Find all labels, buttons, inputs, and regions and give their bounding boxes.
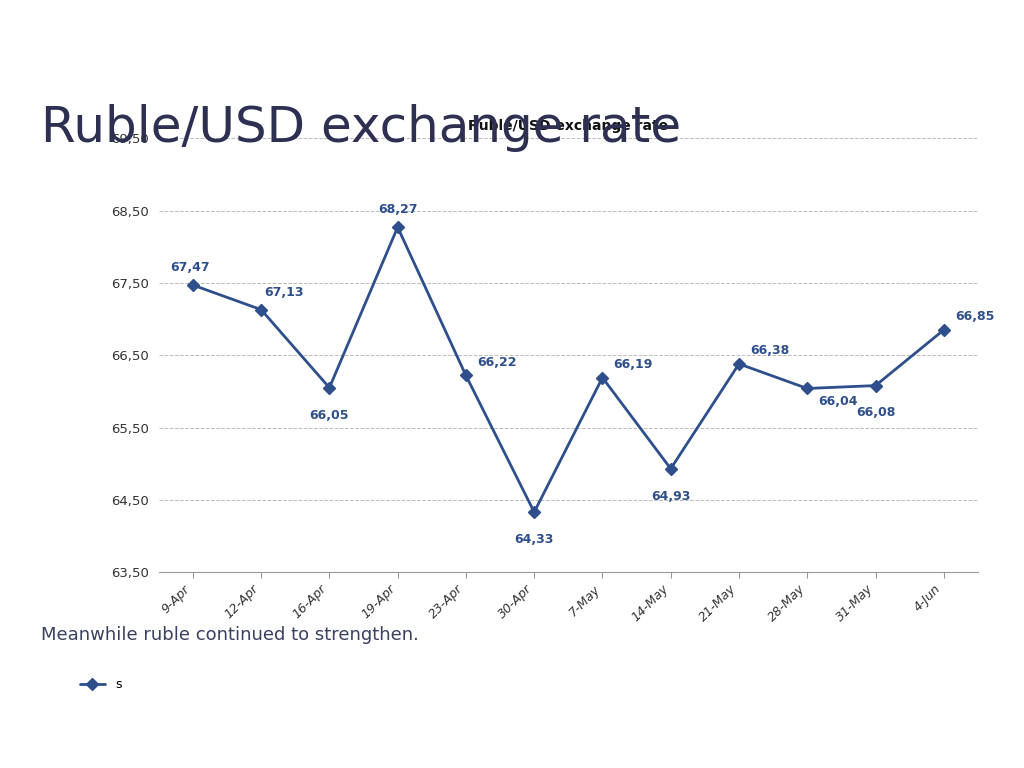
s: [801, 384, 813, 393]
s: [665, 464, 677, 473]
s: [733, 359, 745, 369]
Text: Meanwhile ruble continued to strengthen.: Meanwhile ruble continued to strengthen.: [41, 626, 419, 644]
Text: 64,33: 64,33: [514, 533, 554, 546]
Text: 66,38: 66,38: [751, 344, 790, 357]
Text: 68,27: 68,27: [378, 203, 418, 216]
Text: 66,22: 66,22: [477, 356, 516, 369]
Legend: s: s: [75, 673, 126, 696]
Text: 66,85: 66,85: [955, 310, 994, 323]
s: [869, 381, 882, 390]
s: [324, 383, 336, 392]
s: [938, 326, 950, 335]
Title: Ruble/USD exchange rate: Ruble/USD exchange rate: [468, 119, 669, 133]
s: [186, 280, 199, 290]
Text: 66,04: 66,04: [818, 396, 858, 409]
s: [460, 371, 472, 380]
Text: 67,47: 67,47: [170, 261, 210, 274]
Line: s: s: [188, 223, 948, 516]
Text: 67,13: 67,13: [264, 286, 303, 299]
s: [528, 508, 541, 517]
Text: 66,05: 66,05: [309, 409, 349, 422]
s: [596, 373, 608, 382]
s: [391, 223, 403, 232]
Text: 66,08: 66,08: [856, 406, 895, 419]
Text: 66,19: 66,19: [613, 358, 653, 371]
Text: 64,93: 64,93: [651, 489, 690, 502]
s: [255, 305, 267, 314]
Text: Ruble/USD exchange rate: Ruble/USD exchange rate: [41, 104, 681, 152]
